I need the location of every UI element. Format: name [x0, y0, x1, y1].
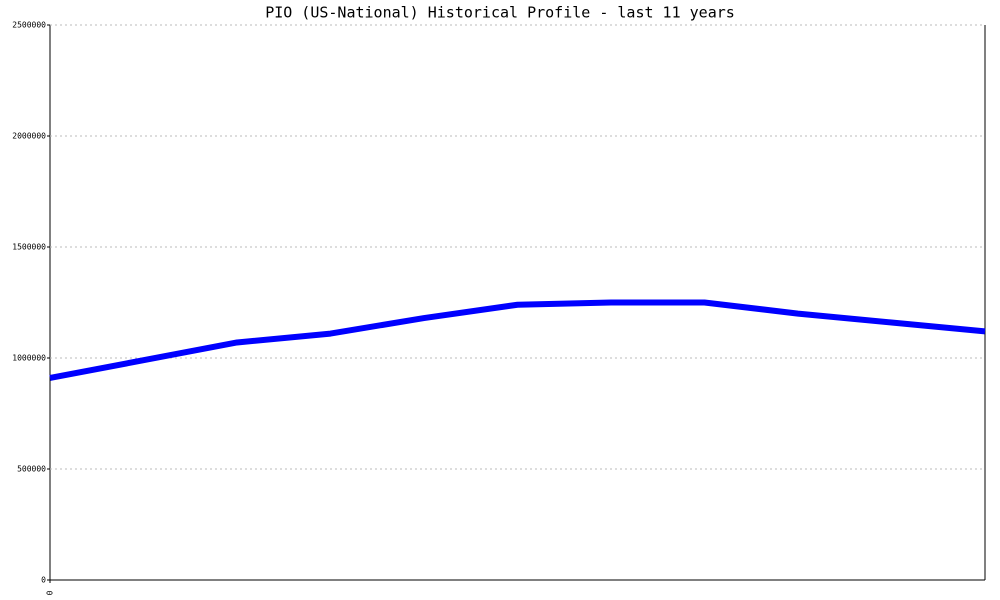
data-line [49, 299, 986, 381]
y-tick-label: 500000 [17, 465, 46, 474]
y-tick-label: 0 [41, 576, 46, 585]
y-tick-label: 2500000 [12, 21, 46, 30]
x-tick-label: 0 [46, 590, 55, 595]
y-tick-label: 2000000 [12, 132, 46, 141]
chart-title: PIO (US-National) Historical Profile - l… [265, 4, 735, 22]
y-tick-label: 1500000 [12, 243, 46, 252]
y-tick-label: 1000000 [12, 354, 46, 363]
